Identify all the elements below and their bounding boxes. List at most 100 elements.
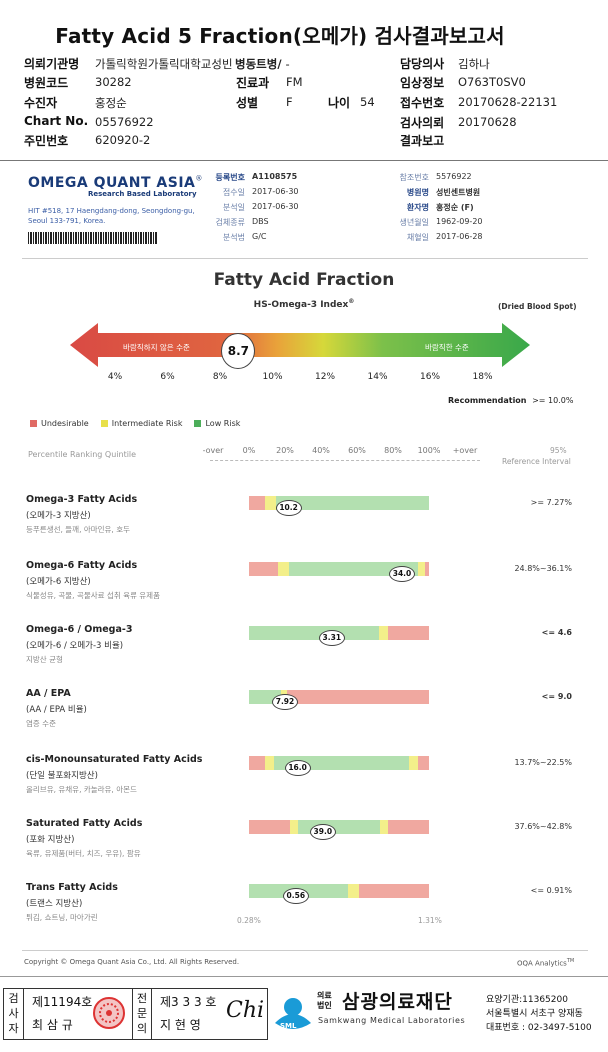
row-subtitle: (포화 지방산) xyxy=(26,835,75,845)
doctor-value: 김하나 xyxy=(458,57,490,71)
percentile-tick: +over xyxy=(452,446,478,455)
index-tick: 4% xyxy=(107,372,123,382)
row-bar xyxy=(249,562,429,576)
meta-value: 1962-09-20 xyxy=(436,217,483,226)
barcode xyxy=(28,232,158,244)
org-phone: 대표번호 : 02-3497-5100 xyxy=(486,1023,592,1033)
copyright: Copyright © Omega Quant Asia Co., Ltd. A… xyxy=(24,958,240,966)
bar-segment-red xyxy=(358,884,429,898)
bar-segment-red xyxy=(425,562,429,576)
arrow-right-text: 바람직한 수준 xyxy=(425,343,469,352)
row-title: Omega-6 Fatty Acids xyxy=(26,560,138,571)
row-subtitle: (오메가-6 지방산) xyxy=(26,577,91,587)
row-reference: 24.8%~36.1% xyxy=(514,564,572,573)
row-value-marker: 39.0 xyxy=(309,824,336,840)
signature-divider xyxy=(0,976,608,977)
row-food: 지방산 균형 xyxy=(26,655,63,664)
lab-divider xyxy=(22,258,588,259)
percentile-scale-line xyxy=(210,460,480,461)
row-subtitle: (AA / EPA 비율) xyxy=(26,705,87,715)
percentile-scale: -over 0% 20% 40% 60% 80% 100% +over xyxy=(0,446,608,458)
bar-segment-grn xyxy=(288,562,419,576)
meta-value: DBS xyxy=(252,217,269,226)
index-tick: 16% xyxy=(420,372,441,382)
meta-value: 5576922 xyxy=(436,172,472,181)
row-value-marker: 0.56 xyxy=(282,888,309,904)
sex-value: F xyxy=(286,95,293,109)
meta-value: 2017-06-30 xyxy=(252,202,299,211)
report-title: Fatty Acid 5 Fraction(오메가) 검사결과보고서 xyxy=(55,24,505,48)
row-title: cis-Monounsaturated Fatty Acids xyxy=(26,754,203,765)
row-title: Saturated Fatty Acids xyxy=(26,818,143,829)
bar-segment-yel xyxy=(380,820,388,834)
doctor-label: 담당의사 xyxy=(400,57,445,71)
row-bar xyxy=(249,496,429,510)
row-title: AA / EPA xyxy=(26,688,71,699)
legend-undesirable: Undesirable xyxy=(41,419,89,428)
sex-label: 성별 xyxy=(236,96,259,110)
bar-segment-red xyxy=(418,756,429,770)
percentile-tick: 100% xyxy=(417,446,441,455)
report-label: 결과보고 xyxy=(400,134,445,148)
lab-address-2: Seoul 133-791, Korea. xyxy=(28,217,106,225)
legend-intermediate-swatch xyxy=(100,420,108,427)
fraction-title: Fatty Acid Fraction xyxy=(213,270,395,290)
row-food: 육류, 유제품(버터, 치즈, 우유), 팜유 xyxy=(26,849,141,858)
id-value: 620920-2 xyxy=(95,133,151,147)
percentile-tick: 40% xyxy=(312,446,330,455)
index-tick: 14% xyxy=(367,372,388,382)
meta-label: 분석일 xyxy=(222,203,245,212)
row-food: 식물성유, 곡물, 곡물사료 섭취 육류 유제품 xyxy=(26,591,160,600)
patient-value: 홍정순 xyxy=(95,96,127,110)
bar-segment-yel xyxy=(348,884,359,898)
row-reference: <= 9.0 xyxy=(541,692,572,701)
meta-label: 등록번호 xyxy=(215,173,245,182)
meta-value: G/C xyxy=(252,232,267,241)
row-food: 튀김, 쇼트닝, 마아가린 xyxy=(26,913,98,922)
index-value-marker: 8.7 xyxy=(221,333,256,369)
dept-label: 진료과 xyxy=(236,76,270,90)
clinical-info-label: 임상정보 xyxy=(400,76,445,90)
bar-segment-grn xyxy=(275,496,429,510)
percentile-label: Percentile Ranking Quintile xyxy=(28,450,137,459)
row-title: Omega-6 / Omega-3 xyxy=(26,624,133,635)
row-subtitle: (트랜스 지방산) xyxy=(26,899,83,909)
chart-label: Chart No. xyxy=(24,114,89,128)
specialist-label: 전문의 xyxy=(132,989,152,1039)
meta-label: 검체종류 xyxy=(215,218,245,227)
legend-undesirable-swatch xyxy=(30,420,37,427)
bar-segment-yel xyxy=(409,756,419,770)
examiner-license: 제11194호 xyxy=(32,995,93,1009)
bar-segment-yel xyxy=(277,562,289,576)
hospital-code-label: 병원코드 xyxy=(24,76,69,90)
index-tick: 18% xyxy=(472,372,493,382)
bar-segment-red xyxy=(249,756,266,770)
chart-value: 05576922 xyxy=(95,115,154,129)
legend-low-swatch xyxy=(194,420,202,427)
row-subtitle: (오메가-3 지방산) xyxy=(26,511,91,521)
trans-max: 1.31% xyxy=(418,916,442,925)
request-label: 검사의뢰 xyxy=(400,116,445,130)
row-bar xyxy=(249,626,429,640)
row-value-marker: 16.0 xyxy=(284,760,311,776)
lab-logo: OMEGA QUANT ASIA® xyxy=(28,174,203,191)
lab-logo-sub: Research Based Laboratory xyxy=(88,190,197,198)
org-address: 서울특별시 서초구 양재동 xyxy=(486,1009,583,1019)
row-title: Omega-3 Fatty Acids xyxy=(26,494,138,505)
row-food: 올리브유, 유채유, 카놀라유, 아몬드 xyxy=(26,785,137,794)
index-tick: 10% xyxy=(262,372,283,382)
specialist-signature: Chi xyxy=(226,998,265,1023)
institution-label: 의뢰기관명 xyxy=(24,57,80,71)
reference-interval-label: Reference Interval xyxy=(502,457,571,466)
header-divider xyxy=(0,160,608,161)
row-food: 염증 수준 xyxy=(26,719,56,728)
bar-segment-yel xyxy=(378,626,388,640)
bar-segment-red xyxy=(387,626,429,640)
index-tick: 12% xyxy=(315,372,336,382)
bar-segment-yel xyxy=(418,562,426,576)
row-food: 등푸른생선, 들깨, 아마인유, 호두 xyxy=(26,525,131,534)
bar-segment-yel xyxy=(290,820,298,834)
row-value-marker: 34.0 xyxy=(389,566,415,582)
legend-intermediate: Intermediate Risk xyxy=(111,419,183,428)
bar-segment-yel xyxy=(265,496,276,510)
